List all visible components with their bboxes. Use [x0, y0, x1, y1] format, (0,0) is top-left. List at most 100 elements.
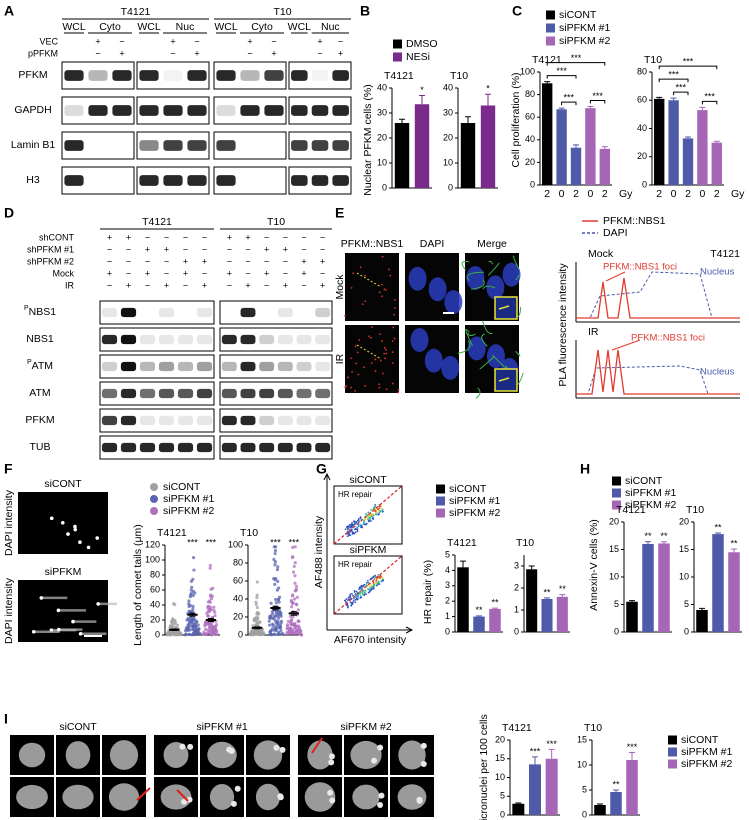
- blot-label: H3: [26, 174, 40, 186]
- event-dot: [367, 591, 370, 594]
- profile-condition: IR: [588, 326, 599, 338]
- bar: [556, 109, 567, 185]
- pla-dot: [383, 352, 386, 355]
- blot-band: [332, 70, 349, 81]
- error-bar: [629, 600, 635, 602]
- chart-title: T10: [516, 537, 534, 549]
- condition-label: pPFKM: [28, 48, 58, 58]
- condition-label: VEC: [39, 36, 58, 46]
- blot-frame: [99, 354, 215, 379]
- pla-dot: [354, 389, 357, 392]
- pla-dot: [370, 336, 372, 339]
- sign: −: [202, 232, 207, 242]
- blot-band: [315, 334, 331, 345]
- sign: −: [245, 244, 250, 254]
- fiber: [479, 355, 495, 370]
- blot-frame: [99, 408, 215, 433]
- y-tick-label: 1: [445, 611, 450, 621]
- blot-label-text: TUB: [30, 441, 51, 453]
- legend-swatch: [393, 52, 402, 62]
- error-bar: [485, 93, 491, 106]
- sign: −: [320, 244, 325, 254]
- data-dot: [206, 628, 210, 632]
- pla-dot: [384, 357, 386, 360]
- data-dot: [272, 632, 277, 636]
- data-dot: [194, 619, 198, 623]
- data-dot: [187, 632, 192, 637]
- micronucleus: [181, 798, 188, 805]
- fiber: [488, 260, 494, 265]
- y-tick-label: 0: [642, 179, 647, 189]
- data-dot: [168, 625, 172, 629]
- event-dot: [367, 511, 370, 514]
- data-dot: [271, 612, 275, 616]
- sign: −: [202, 268, 207, 278]
- data-dot: [293, 624, 297, 628]
- sign: −: [107, 256, 112, 266]
- event-dot: [345, 601, 347, 603]
- data-dot: [190, 633, 194, 637]
- error-bar: [587, 105, 594, 109]
- significance: ***: [683, 57, 694, 67]
- pla-dot: [384, 348, 387, 351]
- blot-label: GAPDH: [14, 104, 51, 116]
- pla-dot: [381, 255, 384, 258]
- bar: [480, 105, 496, 188]
- event-dot: [368, 514, 371, 517]
- y-tick-label: 20: [637, 151, 647, 161]
- blot-band: [163, 105, 183, 116]
- fiber: [461, 261, 470, 271]
- blot-band: [291, 70, 308, 81]
- data-dot: [286, 632, 290, 637]
- data-dot: [291, 601, 295, 605]
- panel-letter: B: [360, 3, 370, 19]
- legend-swatch: [393, 39, 402, 49]
- nucleus: [62, 784, 94, 810]
- data-dot: [206, 600, 210, 604]
- data-dot: [279, 619, 284, 623]
- fiber: [481, 333, 488, 347]
- legend-label: siPFKM #1: [163, 493, 215, 505]
- pla-dot: [374, 358, 377, 361]
- sign: −: [95, 48, 100, 58]
- x-tick-label: 2: [602, 188, 608, 200]
- y-tick-label: 100: [145, 554, 160, 564]
- data-dot: [256, 616, 260, 620]
- event-dot: [353, 520, 356, 523]
- significance: ***: [668, 70, 679, 80]
- data-dot: [208, 563, 212, 568]
- profile-pla: [576, 349, 740, 395]
- gate-label: HR repair: [338, 490, 373, 499]
- event-dot: [361, 590, 364, 593]
- blot-band: [332, 175, 349, 186]
- event-dot: [363, 521, 365, 524]
- y-tick-label: 60: [525, 112, 535, 122]
- event-dot: [347, 530, 350, 533]
- blot-label-text: NBS1: [29, 306, 57, 318]
- data-dot: [292, 597, 297, 601]
- blot-label-text: PFKM: [25, 414, 54, 426]
- blot-band: [277, 388, 293, 399]
- pla-dot: [350, 357, 353, 360]
- data-dot: [186, 625, 190, 629]
- event-dot: [366, 585, 369, 588]
- data-dot: [273, 597, 278, 602]
- data-dot: [185, 618, 189, 622]
- bar: [394, 123, 410, 188]
- data-dot: [277, 600, 281, 604]
- data-dot: [190, 585, 194, 589]
- panel-letter: G: [316, 461, 327, 477]
- x-tick-label: 2: [544, 188, 550, 200]
- y-tick-label: 0: [445, 626, 450, 636]
- sign: −: [183, 280, 188, 290]
- data-dot: [203, 632, 208, 637]
- fraction-label: WCL: [214, 21, 237, 33]
- event-dot: [365, 593, 367, 596]
- axis-label: IR: [334, 353, 346, 364]
- pla-dot: [385, 352, 388, 355]
- significance: ***: [546, 739, 557, 749]
- event-dot: [349, 526, 351, 529]
- pla-dot: [391, 340, 394, 342]
- blot-band: [120, 415, 137, 426]
- event-dot: [350, 526, 353, 529]
